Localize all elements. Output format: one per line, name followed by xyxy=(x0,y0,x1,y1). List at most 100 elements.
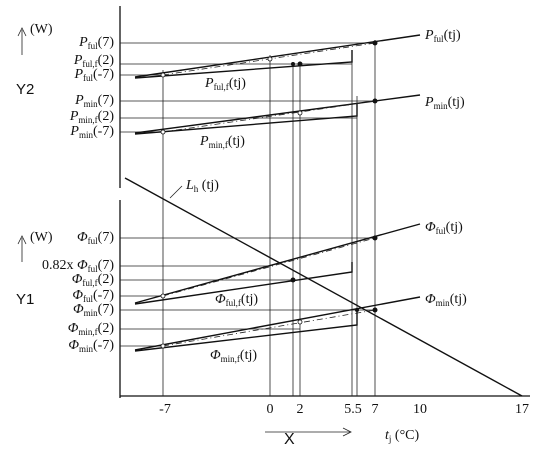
label-subscript: ful xyxy=(88,41,98,51)
label: Φmin,f(tj) xyxy=(210,348,257,364)
label: Φful(tj) xyxy=(425,220,463,236)
curves xyxy=(124,34,523,397)
label-subscript: ful xyxy=(88,236,98,246)
label-argument: (7) xyxy=(98,93,115,108)
label-symbol: P xyxy=(199,134,209,149)
label: Pmin(tj) xyxy=(424,95,465,111)
label-symbol: Φ xyxy=(72,288,83,303)
label: Pful(-7) xyxy=(73,67,114,83)
label-subscript: min xyxy=(436,298,451,308)
label-argument: (2) xyxy=(98,109,115,124)
label: Φful(7) xyxy=(77,230,114,246)
label: Φmin(-7) xyxy=(68,338,114,354)
arrow-head xyxy=(342,427,352,437)
label-argument: (2) xyxy=(98,53,115,68)
label-argument: (-7) xyxy=(93,67,114,82)
label: Pmin,f(tj) xyxy=(199,134,245,150)
label-argument: (tj) xyxy=(446,220,463,235)
label-argument: (7) xyxy=(98,258,115,273)
label: Φful(-7) xyxy=(72,288,114,304)
label-argument: (tj) xyxy=(229,76,246,91)
label-symbol: P xyxy=(424,28,434,43)
label-symbol: P xyxy=(204,76,214,91)
label-argument: (tj) xyxy=(228,134,245,149)
x-tick-label: 10 xyxy=(413,402,427,417)
label: Φmin(7) xyxy=(73,302,114,318)
label-subscript: min xyxy=(84,99,99,109)
label: Φmin(tj) xyxy=(425,292,467,308)
label-argument: (°C) xyxy=(391,428,419,443)
label: Φmin,f(2) xyxy=(68,321,115,337)
label-symbol: Φ xyxy=(77,230,88,245)
axis-title: Y1 xyxy=(16,291,34,308)
label-symbol: Φ xyxy=(425,220,436,235)
label-argument: (2) xyxy=(98,272,115,287)
x-tick-label: 17 xyxy=(515,402,529,417)
label-argument: (tj) xyxy=(241,292,258,307)
label: Pful(7) xyxy=(78,35,114,51)
label: Pful,f(2) xyxy=(73,53,114,69)
label-subscript: ful xyxy=(434,34,444,44)
reference-lines xyxy=(120,40,376,396)
label-subscript: ful xyxy=(83,73,93,83)
label-subscript: ful,f xyxy=(214,82,229,92)
label: tj (°C) xyxy=(385,428,420,444)
label: Pmin(-7) xyxy=(69,124,114,140)
label-argument: (-7) xyxy=(93,124,114,139)
label-symbol: Φ xyxy=(72,272,83,287)
label: Pmin,f(2) xyxy=(69,109,114,125)
label-subscript: ful,f xyxy=(82,278,97,288)
label-symbol: Φ xyxy=(425,292,436,307)
label-symbol: Φ xyxy=(77,258,88,273)
label-subscript: min,f xyxy=(221,354,240,364)
unit: (W) xyxy=(30,230,53,245)
label-argument: (tj) xyxy=(444,28,461,43)
label: Pful(tj) xyxy=(424,28,461,44)
label: Pful,f(tj) xyxy=(204,76,246,92)
label-symbol: Φ xyxy=(215,292,226,307)
label-argument: (7) xyxy=(98,302,115,317)
label-argument: (7) xyxy=(98,230,115,245)
label-argument: (tj) xyxy=(240,348,257,363)
label-symbol: P xyxy=(69,124,79,139)
unit: (W) xyxy=(30,22,53,37)
label-argument: (7) xyxy=(98,35,115,50)
label-symbol: Φ xyxy=(68,338,79,353)
axis-title: X xyxy=(284,431,295,448)
x-tick-label: -7 xyxy=(159,402,171,417)
x-tick-label: 2 xyxy=(297,402,304,417)
label-subscript: min,f xyxy=(78,327,97,337)
arrow-head xyxy=(17,235,27,245)
label-symbol: P xyxy=(424,95,434,110)
label-symbol: P xyxy=(73,67,83,82)
label-argument: (tj) xyxy=(448,95,465,110)
label-symbol: P xyxy=(73,53,83,68)
label-symbol: P xyxy=(74,93,84,108)
open-points xyxy=(160,56,303,349)
label-symbol: P xyxy=(78,35,88,50)
axis-title: Y2 xyxy=(16,81,34,98)
arrow-head xyxy=(17,27,27,37)
points xyxy=(290,40,378,313)
x-tick-label: 0 xyxy=(267,402,274,417)
label-argument: (-7) xyxy=(93,288,114,303)
label-subscript: min xyxy=(84,308,99,318)
label-subscript: ful,f xyxy=(226,298,241,308)
label-argument: (-7) xyxy=(93,338,114,353)
label-subscript: ful xyxy=(88,264,98,274)
label-subscript: ful xyxy=(436,226,446,236)
label-symbol: L xyxy=(185,178,194,193)
label: Φful,f(tj) xyxy=(215,292,258,308)
label: Φful,f(2) xyxy=(72,272,115,288)
x-tick-label: 7 xyxy=(372,402,379,417)
label-subscript: min,f xyxy=(78,115,97,125)
label-subscript: h xyxy=(194,184,199,194)
label: Lh (tj) xyxy=(185,178,219,194)
label: 0.82x Φful(7) xyxy=(42,258,114,274)
label-argument: (tj) xyxy=(450,292,467,307)
label-subscript: min,f xyxy=(209,140,228,150)
label-subscript: min xyxy=(434,101,449,111)
label-subscript: min xyxy=(79,130,94,140)
label-argument: (2) xyxy=(98,321,115,336)
